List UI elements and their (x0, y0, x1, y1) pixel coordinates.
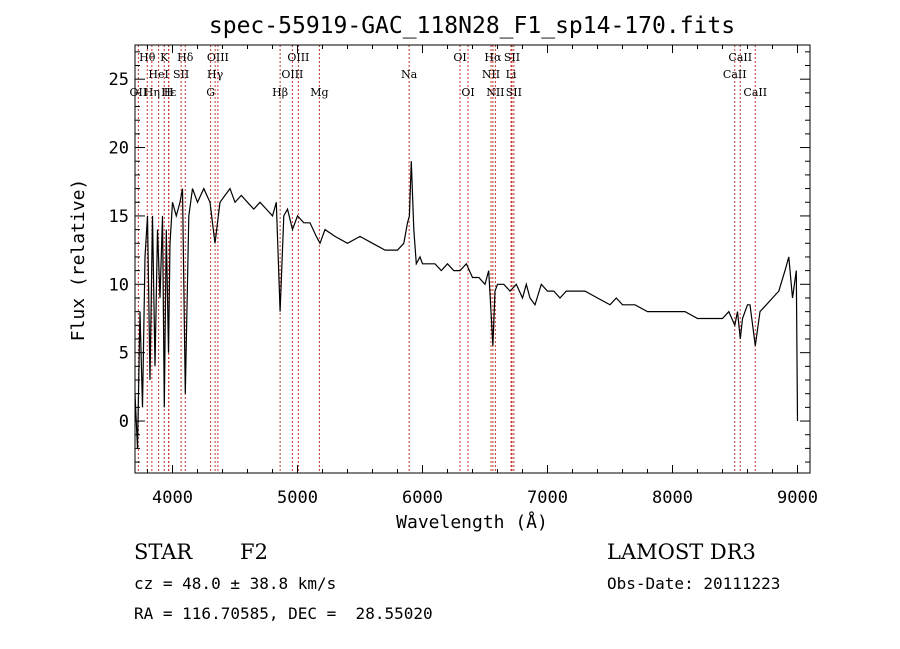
x-tick-label: 9000 (777, 488, 818, 508)
spectral-line-label: K (160, 51, 169, 64)
spectral-line-label: Hδ (177, 51, 194, 64)
spectral-line-label: CaII (728, 51, 752, 64)
y-tick-label: 10 (109, 275, 129, 295)
spectral-line-label: Mg (310, 86, 328, 99)
chart-title: spec-55919-GAC_118N28_F1_sp14-170.fits (209, 13, 735, 39)
y-tick-label: 15 (109, 207, 129, 227)
spectral-line-label: Hβ (272, 86, 288, 99)
spectral-line-label: OIII (287, 51, 309, 64)
object-subclass: F2 (240, 540, 268, 564)
spectral-line-label: Hη (144, 86, 160, 99)
y-tick-label: 20 (109, 139, 129, 159)
spectral-line-label: Hε (161, 86, 177, 99)
spectral-line-label: CaII (743, 86, 767, 99)
spectral-line-label: HeI (148, 68, 168, 81)
spectral-line-label: NII (482, 68, 500, 81)
spectrum-line (134, 161, 799, 449)
y-tick-label: 0 (119, 412, 129, 432)
spectral-line-label: NII (486, 86, 504, 99)
spectral-line-label: OIII (281, 68, 303, 81)
spectral-line-label: Hα (484, 51, 502, 64)
observation-date: Obs-Date: 20111223 (607, 574, 781, 593)
x-axis-label: Wavelength (Å) (396, 511, 548, 533)
y-axis-label: Flux (relative) (68, 179, 89, 342)
x-tick-label: 4000 (152, 488, 193, 508)
x-tick-label: 6000 (402, 488, 443, 508)
redshift-velocity: cz = 48.0 ± 38.8 km/s (134, 574, 337, 593)
x-tick-label: 8000 (652, 488, 693, 508)
spectral-line-label: Hγ (207, 68, 224, 81)
spectral-line-label: CaII (723, 68, 747, 81)
spectral-line-label: H (164, 86, 174, 99)
survey-name: LAMOST DR3 (607, 540, 756, 564)
coordinates: RA = 116.70585, DEC = 28.55020 (134, 604, 433, 623)
emission-lines (137, 45, 756, 473)
spectrum-chart: spec-55919-GAC_118N28_F1_sp14-170.fits H… (68, 13, 818, 533)
spectral-line-label: SII (173, 68, 189, 81)
spectral-line-label: Li (506, 68, 517, 81)
spectral-line-label: OI (453, 51, 466, 64)
spectral-line-label: Hθ (139, 51, 156, 64)
spectral-line-label: OIII (207, 51, 229, 64)
y-axis-ticks: 0 5 10 15 20 25 (109, 51, 810, 463)
x-tick-label: 7000 (527, 488, 568, 508)
y-tick-label: 5 (119, 344, 129, 364)
object-class: STAR (134, 540, 193, 564)
spectral-line-label: Na (401, 68, 418, 81)
x-tick-label: 5000 (277, 488, 318, 508)
spectral-line-label: SII (506, 86, 522, 99)
spectral-line-label: OI (461, 86, 474, 99)
y-tick-label: 25 (109, 70, 129, 90)
plot-frame (134, 44, 811, 474)
x-axis-ticks: 4000 5000 6000 7000 8000 9000 (147, 45, 818, 508)
spectral-line-label: SII (504, 51, 520, 64)
spectral-line-label: G (206, 86, 215, 99)
